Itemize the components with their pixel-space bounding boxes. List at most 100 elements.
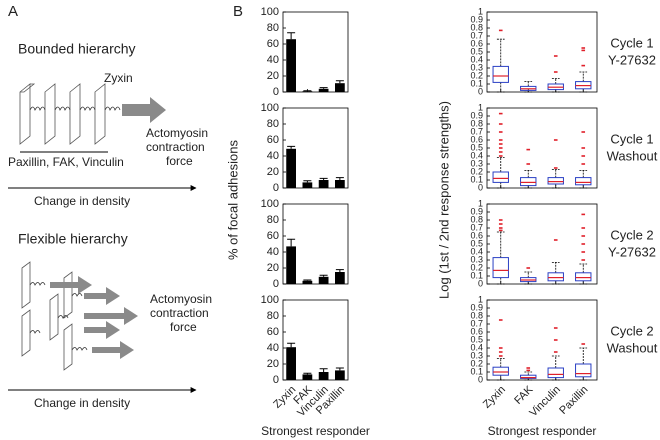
y-tick-label: 0.6 — [470, 326, 483, 336]
error-bar — [335, 177, 344, 180]
y-tick-label: 0.7 — [470, 318, 483, 328]
whisker — [496, 358, 505, 368]
bar — [318, 88, 329, 92]
bar — [286, 148, 296, 188]
diagram-label: Change in density — [34, 396, 130, 410]
panel-label: B — [233, 3, 243, 20]
x-tick-label: FAK — [512, 383, 536, 407]
panel-title: Cycle 2 — [610, 323, 653, 338]
y-tick-label: 0.5 — [470, 238, 483, 248]
force-label: Actomyosin — [150, 292, 212, 306]
y-tick-label: 0.5 — [470, 142, 483, 152]
whisker — [579, 88, 588, 93]
bar — [286, 347, 296, 380]
y-tick-label: 0.7 — [470, 222, 483, 232]
bar — [335, 272, 345, 284]
bar — [302, 280, 313, 284]
x-tick-label: Vinculin — [527, 384, 563, 420]
error-bar — [319, 177, 328, 180]
y-tick-label: 20 — [267, 166, 279, 178]
y-tick-label: 0 — [273, 374, 279, 386]
bar — [302, 91, 313, 92]
panel-title: Cycle 1 — [610, 35, 653, 50]
y-tick-label: 80 — [267, 118, 279, 130]
x-tick-label: Paxillin — [557, 384, 590, 417]
whisker — [524, 371, 533, 376]
x-axis-label: Strongest responder — [488, 424, 597, 438]
error-bar — [319, 87, 328, 89]
box — [492, 171, 509, 183]
whisker — [551, 184, 560, 189]
y-tick-label: 0.9 — [470, 110, 483, 120]
force-label: force — [170, 320, 197, 334]
y-tick-label: 60 — [267, 134, 279, 146]
y-tick-label: 60 — [267, 326, 279, 338]
diagram-title: Bounded hierarchy — [18, 41, 136, 57]
whisker — [579, 170, 588, 178]
y-tick-label: 80 — [267, 22, 279, 34]
y-tick-label: 0 — [273, 278, 279, 290]
error-bar — [319, 368, 328, 372]
y-tick-label: 0 — [478, 278, 483, 288]
bar — [318, 372, 329, 380]
y-tick-label: 20 — [267, 70, 279, 82]
whisker — [579, 280, 588, 285]
y-tick-label: 0.1 — [470, 366, 483, 376]
force-label: force — [166, 154, 193, 168]
y-tick-label: 0 — [273, 182, 279, 194]
y-tick-label: 0.4 — [470, 342, 483, 352]
bar — [302, 182, 313, 188]
box — [492, 65, 509, 83]
bar — [302, 374, 313, 380]
whisker — [551, 355, 560, 368]
error-bar — [303, 180, 312, 183]
y-tick-label: 0.4 — [470, 54, 483, 64]
y-tick-label: 20 — [267, 262, 279, 274]
bar — [335, 370, 345, 380]
box — [520, 177, 537, 187]
y-tick-label: 0.3 — [470, 254, 483, 264]
x-tick-label: Zyxin — [481, 384, 508, 411]
panel-title: Y-27632 — [608, 52, 656, 67]
box — [547, 367, 564, 379]
y-tick-label: 80 — [267, 214, 279, 226]
y-axis-label: % of focal adhesions — [225, 140, 240, 260]
y-tick-label: 20 — [267, 358, 279, 370]
y-tick-label: 0 — [273, 86, 279, 98]
whisker — [579, 184, 588, 189]
bar — [335, 180, 345, 188]
y-tick-label: 0.5 — [470, 334, 483, 344]
axes-frame — [282, 203, 349, 285]
y-tick-label: 0.9 — [470, 206, 483, 216]
whisker — [579, 376, 588, 381]
axes-frame — [282, 11, 349, 93]
axes-frame — [486, 11, 598, 93]
y-tick-label: 0.1 — [470, 270, 483, 280]
error-bar — [287, 145, 296, 149]
box — [575, 272, 592, 282]
y-tick-label: 0.1 — [470, 174, 483, 184]
y-tick-label: 0.2 — [470, 166, 483, 176]
error-bar — [303, 279, 312, 281]
y-tick-label: 0.8 — [470, 310, 483, 320]
y-tick-label: 0 — [478, 86, 483, 96]
diagram-label: Zyxin — [104, 71, 133, 85]
whisker — [496, 82, 505, 93]
panel-title: Cycle 2 — [610, 227, 653, 242]
whisker — [551, 78, 560, 84]
error-bar — [335, 269, 344, 272]
whisker — [496, 231, 505, 258]
axes-frame — [486, 203, 598, 285]
axes-frame — [282, 299, 349, 381]
y-tick-label: 0.2 — [470, 262, 483, 272]
y-tick-label: 0.2 — [470, 70, 483, 80]
y-tick-label: 0.2 — [470, 358, 483, 368]
whisker — [551, 280, 560, 285]
whisker — [524, 81, 533, 87]
y-tick-label: 0.4 — [470, 150, 483, 160]
axes-frame — [282, 107, 349, 189]
y-tick-label: 60 — [267, 230, 279, 242]
bounded-plates — [19, 83, 166, 153]
y-tick-label: 0.5 — [470, 46, 483, 56]
